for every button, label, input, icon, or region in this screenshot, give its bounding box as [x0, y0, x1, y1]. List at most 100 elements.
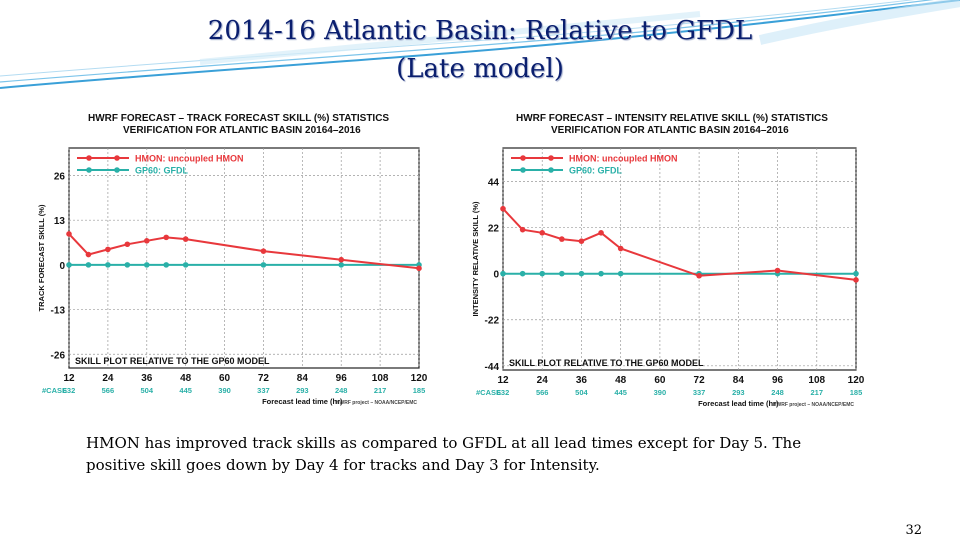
chart-header-line2: VERIFICATION FOR ATLANTIC BASIN 20164–20…: [123, 125, 361, 136]
series-point-0: [598, 230, 604, 236]
series-point-0: [539, 230, 546, 236]
x-axis-label: Forecast lead time (hr): [262, 397, 343, 406]
legend-marker-0: [114, 155, 120, 161]
series-point-0: [182, 236, 189, 242]
case-count: 566: [102, 386, 115, 395]
legend-entry-0: HMON: uncoupled HMON: [569, 154, 678, 164]
x-tick-label: 72: [694, 375, 706, 386]
case-count: 632: [497, 388, 510, 397]
series-point-1: [539, 270, 546, 277]
y-tick-label: 13: [54, 216, 66, 227]
series-point-1: [853, 270, 859, 277]
y-tick-label: -26: [51, 350, 66, 361]
case-count: 217: [374, 386, 387, 395]
series-point-1: [182, 262, 189, 268]
series-point-1: [500, 270, 506, 277]
case-label: #CASE: [476, 388, 501, 397]
legend-marker-0: [86, 155, 92, 161]
series-point-1: [124, 262, 131, 268]
case-label: #CASE: [42, 386, 67, 395]
series-point-1: [519, 270, 526, 277]
series-point-1: [163, 262, 170, 268]
x-tick-label: 24: [537, 375, 549, 386]
series-point-0: [559, 236, 565, 242]
legend-entry-1: GP60: GFDL: [135, 166, 189, 176]
legend-marker-1: [86, 167, 92, 173]
y-axis-label: TRACK FORECAST SKILL (%): [37, 204, 46, 311]
series-point-0: [105, 246, 111, 253]
series-point-0: [416, 265, 422, 272]
x-tick-label: 96: [336, 373, 348, 384]
series-point-1: [338, 262, 345, 268]
skill-plot-label: SKILL PLOT RELATIVE TO THE GP60 MODEL: [509, 358, 704, 368]
series-point-0: [124, 241, 131, 248]
series-point-1: [143, 262, 150, 268]
x-tick-label: 36: [141, 373, 153, 384]
series-point-0: [578, 238, 585, 244]
x-tick-label: 84: [733, 375, 745, 386]
series-point-1: [66, 262, 72, 268]
case-count: 390: [654, 388, 667, 397]
x-tick-label: 12: [63, 373, 75, 384]
case-count: 566: [536, 388, 549, 397]
y-axis-label: INTENSITY RELATIVE SKILL (%): [471, 201, 480, 317]
intensity-skill-chart: HWRF FORECAST – INTENSITY RELATIVE SKILL…: [471, 113, 865, 408]
x-tick-label: 120: [848, 375, 865, 386]
x-tick-label: 60: [654, 375, 666, 386]
y-tick-label: -22: [485, 316, 500, 327]
footer-note: HWRF project – NOAA/NCEP/EMC: [773, 402, 855, 408]
x-tick-label: 84: [297, 373, 309, 384]
case-count: 632: [63, 386, 76, 395]
case-count: 293: [296, 386, 309, 395]
case-count: 248: [771, 388, 784, 397]
series-point-1: [559, 270, 565, 277]
legend-marker-0: [520, 155, 526, 161]
y-tick-label: -13: [51, 306, 66, 317]
series-point-1: [105, 262, 111, 268]
series-point-0: [774, 267, 781, 274]
series-point-0: [617, 245, 624, 252]
y-tick-label: 0: [59, 261, 65, 272]
case-count: 248: [335, 386, 348, 395]
series-point-0: [85, 251, 92, 258]
plot-area: [68, 147, 420, 369]
x-tick-label: 24: [102, 373, 114, 384]
track-skill-chart: HWRF FORECAST – TRACK FORECAST SKILL (%)…: [37, 113, 428, 406]
plot-area: [502, 147, 857, 371]
series-point-0: [519, 226, 526, 233]
legend-marker-1: [520, 167, 526, 173]
x-tick-label: 48: [180, 373, 192, 384]
series-point-0: [696, 272, 702, 279]
case-count: 337: [693, 388, 706, 397]
series-point-1: [598, 270, 604, 277]
legend-marker-1: [114, 167, 120, 173]
series-point-0: [260, 248, 267, 254]
slide-title-line2: (Late model): [396, 54, 564, 84]
series-line-0: [68, 233, 420, 270]
series-point-0: [163, 234, 170, 241]
legend-marker-1: [548, 167, 554, 173]
x-tick-label: 36: [576, 375, 588, 386]
case-count: 185: [850, 388, 863, 397]
chart-header-line1: HWRF FORECAST – INTENSITY RELATIVE SKILL…: [516, 113, 828, 124]
x-tick-label: 12: [497, 375, 509, 386]
case-count: 504: [575, 388, 588, 397]
x-tick-label: 108: [808, 375, 825, 386]
case-count: 185: [413, 386, 426, 395]
footer-note: HWRF project – NOAA/NCEP/EMC: [336, 400, 418, 406]
series-point-1: [578, 270, 585, 277]
legend-marker-0: [548, 155, 554, 161]
x-tick-label: 48: [615, 375, 627, 386]
x-tick-label: 60: [219, 373, 231, 384]
series-line-0: [502, 208, 857, 281]
case-count: 445: [179, 386, 192, 395]
case-count: 390: [218, 386, 231, 395]
x-tick-label: 120: [411, 373, 428, 384]
case-count: 217: [811, 388, 824, 397]
series-point-0: [66, 231, 72, 237]
case-count: 504: [141, 386, 154, 395]
page-number: 32: [905, 523, 922, 538]
x-tick-label: 108: [372, 373, 389, 384]
y-tick-label: -44: [485, 362, 500, 373]
legend-entry-1: GP60: GFDL: [569, 166, 623, 176]
